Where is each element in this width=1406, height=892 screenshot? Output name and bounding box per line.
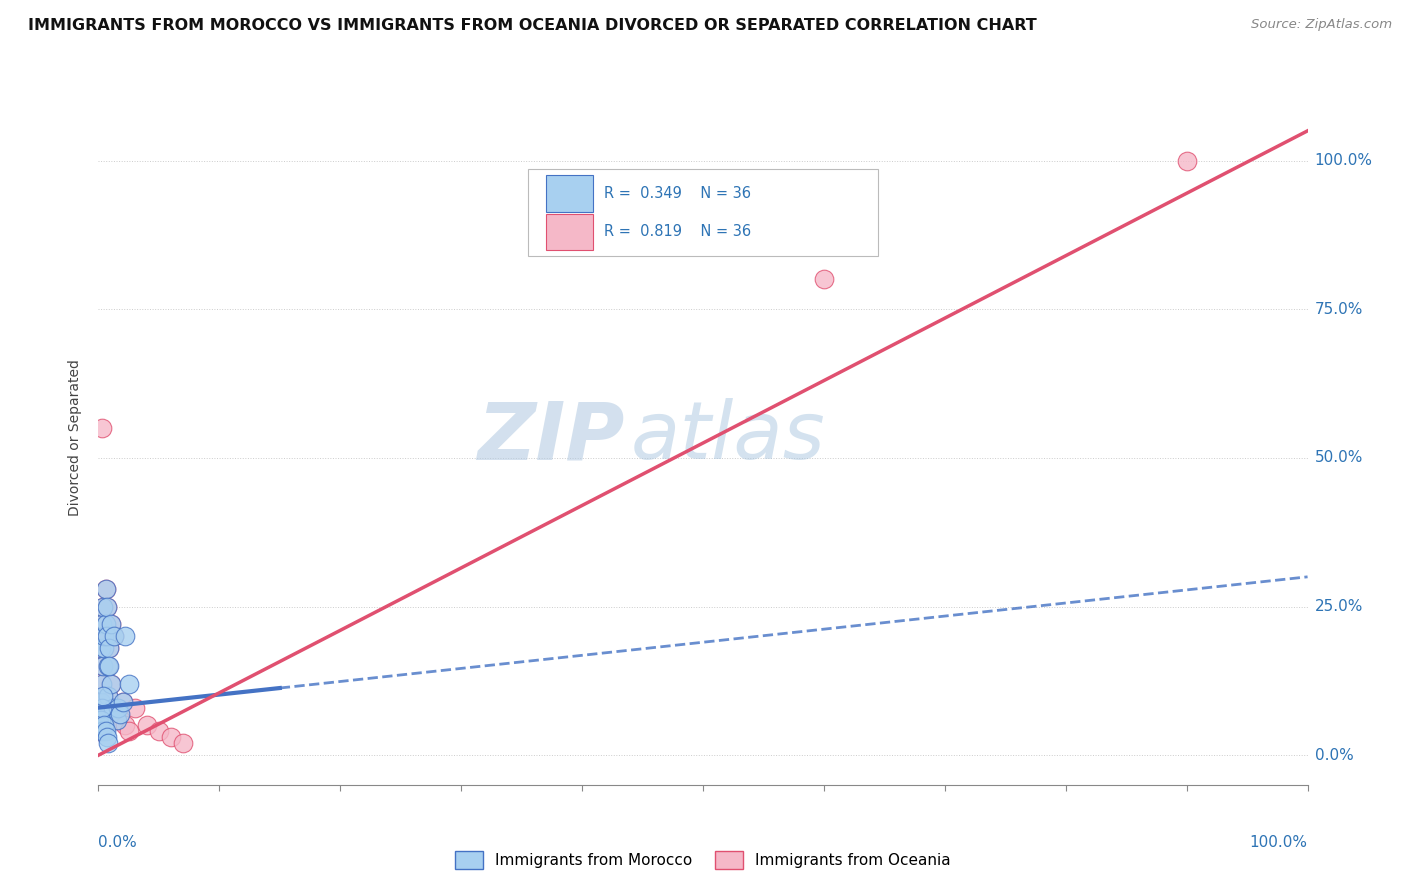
Point	[90, 641, 112, 656]
Text: 25.0%: 25.0%	[1315, 599, 1362, 614]
Point	[96, 731, 118, 745]
Text: ZIP: ZIP	[477, 398, 624, 476]
Point	[91, 599, 114, 614]
Point	[89, 706, 111, 721]
Point	[98, 641, 121, 656]
Point	[91, 659, 114, 673]
Point	[94, 617, 117, 632]
Point	[97, 659, 120, 673]
Text: Source: ZipAtlas.com: Source: ZipAtlas.com	[1251, 18, 1392, 31]
Point	[97, 689, 120, 703]
Text: 0.0%: 0.0%	[1315, 747, 1354, 763]
Point	[94, 582, 117, 596]
Point	[97, 689, 120, 703]
Point	[93, 629, 115, 643]
Point	[103, 629, 125, 643]
Point	[100, 617, 122, 632]
Point	[91, 617, 114, 632]
Point	[91, 700, 114, 714]
FancyBboxPatch shape	[546, 176, 593, 211]
Point	[93, 718, 115, 732]
FancyBboxPatch shape	[546, 214, 593, 250]
Point	[89, 724, 111, 739]
Point	[111, 695, 134, 709]
Point	[94, 617, 117, 632]
Point	[91, 724, 114, 739]
Text: 100.0%: 100.0%	[1315, 153, 1372, 168]
Point	[90, 695, 112, 709]
Point	[96, 599, 118, 614]
Point	[107, 700, 129, 714]
Text: R =  0.819    N = 36: R = 0.819 N = 36	[603, 224, 751, 239]
Text: 75.0%: 75.0%	[1315, 301, 1362, 317]
Point	[89, 706, 111, 721]
Point	[111, 695, 134, 709]
Point	[97, 736, 120, 750]
Legend: Immigrants from Morocco, Immigrants from Oceania: Immigrants from Morocco, Immigrants from…	[450, 845, 956, 875]
Point	[94, 724, 117, 739]
Text: 0.0%: 0.0%	[98, 836, 138, 850]
Point	[98, 659, 121, 673]
Point	[98, 641, 121, 656]
Point	[103, 629, 125, 643]
Point	[172, 736, 194, 750]
Point	[89, 718, 111, 732]
Text: R =  0.349    N = 36: R = 0.349 N = 36	[603, 186, 751, 201]
Point	[108, 706, 131, 721]
Point	[93, 641, 115, 656]
Point	[114, 718, 136, 732]
Point	[93, 641, 115, 656]
Point	[96, 629, 118, 643]
Point	[108, 706, 131, 721]
Point	[118, 677, 141, 691]
Point	[135, 718, 157, 732]
Point	[101, 700, 124, 714]
Point	[90, 713, 112, 727]
Point	[91, 659, 114, 673]
Point	[90, 641, 112, 656]
Text: 50.0%: 50.0%	[1315, 450, 1362, 466]
Point	[101, 700, 124, 714]
Point	[90, 695, 112, 709]
Point	[91, 677, 114, 691]
Point	[91, 689, 114, 703]
Point	[96, 599, 118, 614]
Point	[107, 700, 129, 714]
Point	[96, 629, 118, 643]
Point	[105, 713, 128, 727]
Point	[100, 677, 122, 691]
Point	[91, 599, 114, 614]
Point	[91, 617, 114, 632]
Point	[97, 659, 120, 673]
Point	[1175, 153, 1198, 168]
Text: atlas: atlas	[630, 398, 825, 476]
Point	[100, 677, 122, 691]
Point	[105, 713, 128, 727]
Y-axis label: Divorced or Separated: Divorced or Separated	[69, 359, 83, 516]
Point	[100, 617, 122, 632]
Point	[94, 582, 117, 596]
Text: 100.0%: 100.0%	[1250, 836, 1308, 850]
Point	[91, 421, 114, 435]
Point	[93, 629, 115, 643]
Point	[124, 700, 146, 714]
Point	[160, 731, 183, 745]
Point	[813, 272, 835, 286]
Point	[118, 724, 141, 739]
Text: IMMIGRANTS FROM MOROCCO VS IMMIGRANTS FROM OCEANIA DIVORCED OR SEPARATED CORRELA: IMMIGRANTS FROM MOROCCO VS IMMIGRANTS FR…	[28, 18, 1036, 33]
Point	[148, 724, 170, 739]
Point	[91, 677, 114, 691]
FancyBboxPatch shape	[527, 169, 879, 256]
Point	[114, 629, 136, 643]
Point	[90, 713, 112, 727]
